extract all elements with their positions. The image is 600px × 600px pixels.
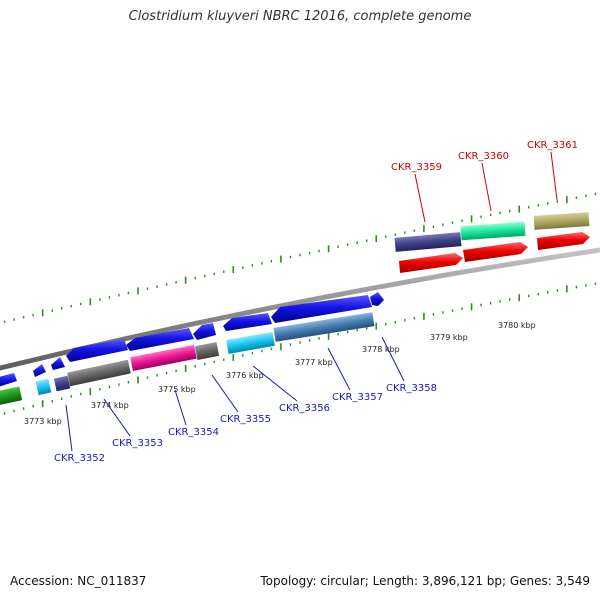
gene-arrow-small-2 <box>51 357 65 370</box>
kbp-label: 3775 kbp <box>158 385 196 394</box>
gene-label: CKR_3357 <box>332 392 383 403</box>
gene-bar-gray-1 <box>67 359 131 387</box>
gene-bar-gray-2 <box>194 342 220 360</box>
gene-label: CKR_3356 <box>279 403 330 414</box>
plus-feature-row <box>394 212 590 252</box>
gene-leader-line <box>174 389 187 426</box>
gene-leader-line <box>252 365 298 402</box>
kbp-label: 3776 kbp <box>226 371 264 380</box>
gene-leader-line <box>103 398 131 437</box>
gene-label: CKR_3354 <box>168 427 219 438</box>
minus-arrow-row <box>0 292 384 387</box>
kbp-labels: 3773 kbp 3774 kbp 3775 kbp 3776 kbp 3777 kbp… <box>24 321 536 426</box>
kbp-label: 3774 kbp <box>91 401 129 410</box>
gene-bar-mint <box>460 221 526 241</box>
gene-leader-line <box>381 336 405 382</box>
accession-text: Accession: NC_011837 <box>10 574 147 588</box>
gene-arrow-left <box>0 373 17 387</box>
gene-arrow-3356 <box>223 313 272 331</box>
gene-label: CKR_3360 <box>458 151 509 162</box>
gene-arrow-3361 <box>537 232 590 250</box>
gene-bar-cyan-2 <box>226 331 275 354</box>
gene-label: CKR_3355 <box>220 414 271 425</box>
gene-arrow-3353 <box>66 339 128 362</box>
inner-tick-ring <box>3 282 597 415</box>
gene-bar-navy <box>53 375 71 392</box>
outer-tick-ring <box>3 192 597 324</box>
gene-label: CKR_3353 <box>112 438 163 449</box>
gene-leader-line <box>414 173 426 223</box>
gene-arrow-3359 <box>399 253 463 273</box>
minus-feature-row <box>0 312 375 406</box>
gene-bar-pink <box>130 344 197 371</box>
gene-bar-steel <box>273 312 375 342</box>
genome-stats-text: Topology: circular; Length: 3,896,121 bp… <box>260 574 590 588</box>
gene-bar-cyan <box>35 378 52 396</box>
gene-label: CKR_3359 <box>391 162 442 173</box>
gene-arrow-small-1 <box>33 364 46 377</box>
kbp-label: 3773 kbp <box>24 417 62 426</box>
gene-leader-line <box>481 162 492 212</box>
plus-arrow-row <box>399 232 590 273</box>
gene-bar-left-green <box>0 386 23 406</box>
gene-leader-line <box>211 374 239 413</box>
kbp-label: 3778 kbp <box>362 345 400 354</box>
kbp-label: 3779 kbp <box>430 333 468 342</box>
map-title: Clostridium kluyveri NBRC 12016, complet… <box>128 9 472 24</box>
gene-bar-navy-plus <box>394 232 462 252</box>
kbp-label: 3777 kbp <box>295 358 333 367</box>
plus-gene-labels: CKR_3359 CKR_3360 CKR_3361 <box>391 140 578 223</box>
gene-leader-line <box>327 347 351 391</box>
gene-leader-line <box>65 404 73 452</box>
gene-bar-olive <box>533 212 590 230</box>
gene-label: CKR_3352 <box>54 453 105 464</box>
gene-arrow-3355 <box>193 323 216 340</box>
gene-arrow-3357 <box>271 295 372 323</box>
kbp-label: 3780 kbp <box>498 321 536 330</box>
gene-arrow-3354 <box>126 328 194 351</box>
gene-label: CKR_3358 <box>386 383 437 394</box>
gene-arrow-3360 <box>463 242 528 262</box>
gene-label: CKR_3361 <box>527 140 578 151</box>
gene-leader-line <box>550 151 558 201</box>
genome-backbone <box>0 247 600 371</box>
gene-arrow-3358 <box>370 292 384 306</box>
